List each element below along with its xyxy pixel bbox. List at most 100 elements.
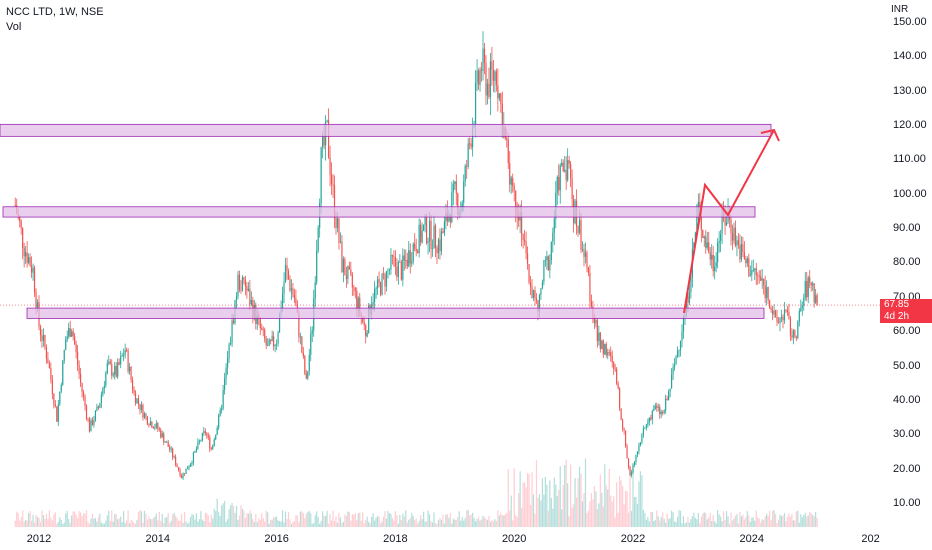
candle-body (50, 368, 52, 380)
candle-body (718, 240, 720, 243)
candle-body (243, 277, 245, 281)
volume-bar (671, 510, 673, 527)
candle-body (668, 391, 670, 400)
volume-bar (724, 519, 726, 527)
candle-body (590, 301, 593, 307)
volume-bar (112, 521, 114, 527)
volume-bar (721, 521, 723, 527)
candle-body (232, 320, 235, 324)
volume-bar (155, 513, 157, 527)
candle-body (215, 434, 217, 440)
volume-bar (234, 512, 236, 527)
candle-body (385, 270, 388, 287)
candle-body (730, 219, 732, 234)
candle-body (68, 328, 70, 337)
candle-body (249, 288, 251, 305)
candle-body (613, 362, 615, 369)
volume-bar (134, 523, 137, 527)
volume-bar (458, 511, 460, 527)
volume-bar (409, 518, 411, 527)
volume-bar (791, 513, 793, 527)
bar-countdown: 4d 2h (884, 311, 910, 322)
volume-bar (776, 523, 778, 527)
candle-body (650, 417, 652, 420)
candle-body (60, 384, 62, 392)
candle-body (222, 390, 224, 409)
candle-body (197, 441, 199, 449)
volume-bar (126, 520, 128, 527)
volume-bar (702, 513, 704, 527)
volume-bar (255, 514, 257, 527)
volume-bar (644, 512, 646, 527)
candle-body (771, 310, 774, 315)
volume-bar (755, 510, 757, 527)
candle-body (298, 312, 300, 337)
candle-body (167, 441, 169, 447)
volume-bar (56, 523, 58, 527)
volume-bar (430, 521, 432, 527)
candle-body (403, 255, 405, 261)
volume-bar (451, 523, 453, 527)
candle-body (543, 260, 545, 282)
candle-body (304, 356, 306, 374)
volume-bar (271, 519, 273, 527)
volume-bar (209, 522, 211, 527)
volume-bar (657, 516, 659, 527)
volume-bar (492, 521, 495, 527)
volume-bar (706, 519, 708, 527)
candle-body (690, 277, 692, 292)
volume-bar (231, 502, 233, 527)
candle-body (142, 404, 144, 418)
volume-bar (143, 510, 146, 527)
candle-body (715, 262, 717, 267)
candle-body (525, 241, 527, 254)
volume-bar (467, 510, 469, 527)
volume-bar (91, 513, 94, 527)
candle-body (598, 332, 600, 342)
y-tick-label: 50.00 (893, 359, 921, 372)
volume-bar (289, 519, 291, 527)
volume-bar (397, 523, 399, 527)
volume-bar (659, 520, 661, 527)
volume-bar (523, 482, 526, 527)
candle-body (391, 254, 394, 257)
volume-bar (464, 517, 466, 527)
volume-bar (763, 520, 765, 527)
candle-body (526, 253, 529, 265)
candle-body (191, 462, 193, 465)
volume-bar (247, 513, 249, 527)
volume-bar (442, 514, 444, 527)
volume-bar (115, 514, 117, 527)
candle-body (51, 379, 53, 394)
volume-bar (127, 510, 129, 527)
candle-body (428, 220, 431, 242)
volume-bar (797, 510, 799, 527)
candle-body (79, 373, 82, 384)
candle-body (651, 410, 653, 420)
candle-body (91, 420, 94, 425)
candle-body (365, 325, 367, 337)
volume-bar (581, 501, 584, 527)
volume-bar (226, 519, 229, 527)
candle-body (804, 280, 806, 298)
symbol-title: NCC LTD, 1W, NSE (6, 6, 104, 18)
volume-bar (384, 510, 386, 527)
candle-body (357, 297, 359, 309)
volume-bar (515, 514, 517, 527)
candle-body (632, 465, 634, 473)
volume-bar (157, 520, 159, 527)
volume-bar (259, 519, 261, 527)
candle-body (287, 270, 290, 279)
candle-body (115, 365, 117, 377)
volume-bar (42, 515, 45, 527)
candle-body (711, 254, 713, 260)
volume-bar (553, 477, 555, 527)
candle-body (320, 147, 322, 204)
candle-body (672, 367, 674, 375)
candle-body (498, 93, 500, 99)
resistance-zone (26, 307, 765, 319)
x-tick-label: 2022 (620, 533, 646, 545)
candle-body (28, 257, 30, 263)
candle-body (706, 242, 708, 248)
